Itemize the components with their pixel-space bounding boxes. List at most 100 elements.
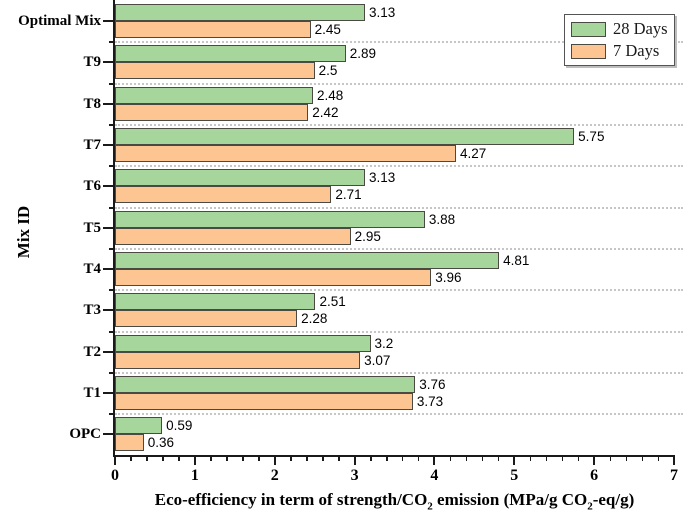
- y-major-tick: [103, 61, 115, 64]
- x-minor-tick: [529, 455, 532, 461]
- category-label-t5: T5: [83, 219, 101, 236]
- bar-28days-t4: [115, 251, 500, 269]
- y-minor-tick: [109, 247, 115, 250]
- x-major-tick: [433, 455, 436, 465]
- category-label-t9: T9: [83, 54, 101, 71]
- bar-value-label: 3.13: [368, 5, 396, 20]
- bar-value-label: 2.28: [301, 311, 328, 327]
- x-major-tick: [273, 455, 276, 465]
- bar-28days-t9: [115, 45, 346, 63]
- category-boundary-gridline: [115, 123, 683, 126]
- category-boundary-gridline: [115, 247, 683, 250]
- x-minor-tick: [226, 455, 228, 461]
- x-minor-tick: [146, 455, 148, 461]
- bar-28days-t3: [115, 293, 316, 311]
- bar-value-label: 2.71: [335, 187, 362, 203]
- bar-7days-t2: [115, 351, 361, 369]
- x-minor-tick: [577, 455, 580, 461]
- x-minor-tick: [306, 455, 308, 461]
- legend-entry-7-days: 7 Days: [571, 40, 668, 62]
- y-major-tick: [103, 433, 115, 436]
- x-minor-tick: [465, 455, 468, 461]
- y-minor-tick: [109, 123, 115, 126]
- legend-entry-28-days: 28 Days: [571, 18, 668, 40]
- x-minor-tick: [657, 455, 660, 461]
- category-label-opc: OPC: [69, 426, 101, 443]
- y-axis-title: Mix ID: [14, 205, 33, 259]
- bar-value-label: 3.2: [374, 335, 394, 351]
- y-minor-tick: [109, 371, 115, 374]
- x-minor-tick: [481, 455, 484, 461]
- category-boundary-gridline: [115, 371, 683, 374]
- x-major-tick: [673, 455, 675, 465]
- y-major-tick: [103, 185, 115, 188]
- bar-28days-t8: [115, 86, 314, 104]
- category-boundary-gridline: [115, 82, 683, 85]
- x-axis-title-text: emission (MPa/g CO: [432, 490, 588, 509]
- category-boundary-gridline: [115, 165, 683, 168]
- bar-value-label: 2.42: [312, 104, 339, 120]
- legend-swatch-28-days: [571, 21, 606, 37]
- legend-swatch-7-days: [571, 43, 606, 59]
- bar-value-label: 3.07: [364, 352, 391, 368]
- y-major-tick: [103, 309, 115, 312]
- bar-28days-optimal-mix: [115, 4, 365, 21]
- bar-value-label: 0.59: [166, 418, 193, 434]
- bar-7days-t7: [115, 144, 456, 162]
- legend: 28 Days 7 Days: [564, 14, 675, 66]
- x-axis-title-text: -eq/g): [592, 490, 635, 509]
- y-axis-line: [113, 0, 115, 457]
- x-minor-tick: [178, 455, 180, 461]
- x-major-tick: [114, 455, 116, 465]
- category-label-t6: T6: [83, 178, 101, 195]
- category-boundary-gridline: [115, 206, 683, 209]
- x-tick-label: 4: [430, 466, 439, 484]
- x-minor-tick: [386, 455, 388, 461]
- bar-7days-t4: [115, 268, 432, 286]
- x-axis-title-subscript: 2: [587, 500, 593, 513]
- x-minor-tick: [338, 455, 340, 461]
- y-minor-tick: [109, 41, 115, 44]
- y-major-tick: [103, 350, 115, 353]
- x-tick-label: 1: [190, 466, 199, 484]
- bar-value-label: 4.81: [503, 252, 530, 268]
- x-axis-title: Eco-efficiency in term of strength/CO 2 e…: [115, 490, 674, 512]
- bar-28days-t7: [115, 127, 575, 145]
- x-minor-tick: [370, 455, 372, 461]
- bar-28days-t1: [115, 375, 416, 393]
- x-tick-label: 3: [350, 466, 359, 484]
- y-minor-tick: [109, 413, 115, 416]
- category-label-optimal-mix: Optimal Mix: [18, 13, 101, 29]
- bar-value-label: 3.13: [368, 170, 396, 186]
- category-label-t7: T7: [83, 136, 101, 153]
- x-minor-tick: [162, 455, 164, 461]
- x-minor-tick: [545, 455, 548, 461]
- bar-28days-t6: [115, 169, 365, 187]
- bar-value-label: 5.75: [578, 128, 605, 144]
- category-boundary-gridline: [115, 330, 683, 333]
- bar-7days-t5: [115, 227, 351, 245]
- bar-value-label: 2.5: [318, 63, 338, 79]
- y-major-tick: [103, 391, 115, 394]
- x-tick-label: 2: [270, 466, 279, 484]
- x-minor-tick: [497, 455, 500, 461]
- y-major-tick: [103, 143, 115, 146]
- x-minor-tick: [290, 455, 292, 461]
- bar-7days-t3: [115, 310, 298, 328]
- bar-28days-t5: [115, 210, 425, 228]
- x-minor-tick: [258, 455, 260, 461]
- x-minor-tick: [609, 455, 612, 461]
- bar-value-label: 0.36: [147, 435, 175, 451]
- bar-7days-t1: [115, 392, 413, 410]
- x-axis-title-text: Eco-efficiency in term of strength/CO: [154, 490, 428, 509]
- x-major-tick: [593, 455, 596, 465]
- x-minor-tick: [641, 455, 644, 461]
- x-major-tick: [513, 455, 516, 465]
- x-minor-tick: [322, 455, 324, 461]
- y-minor-tick: [109, 82, 115, 85]
